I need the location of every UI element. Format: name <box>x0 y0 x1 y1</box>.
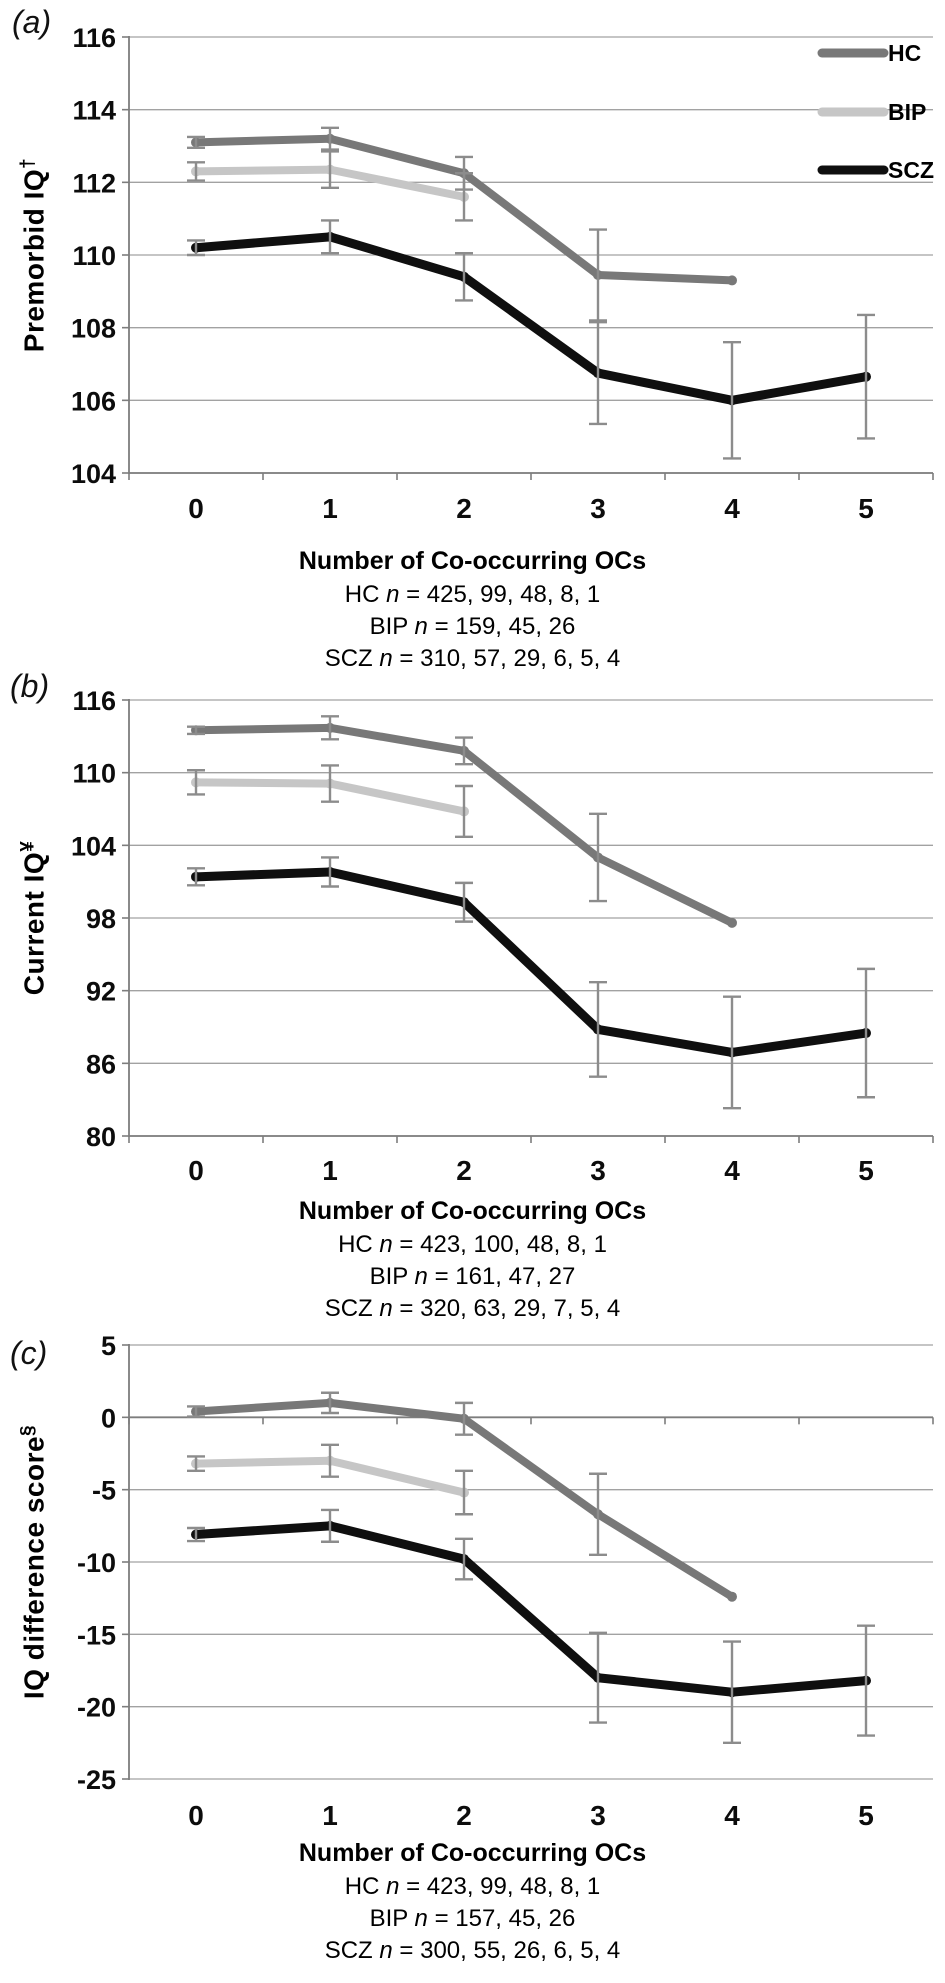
legend-label-hc: HC <box>888 40 921 66</box>
panel-b: 80 86 92 98 104 110 116 0 1 2 3 4 5 (b) Current IQ¥ … <box>0 668 945 1333</box>
y-axis-title-text: Current IQ <box>18 851 50 996</box>
data-point-hc <box>727 1591 737 1602</box>
x-tick-label: 2 <box>456 1800 472 1831</box>
y-tick-label: -25 <box>77 1765 116 1795</box>
x-tick-label: 3 <box>590 1155 606 1186</box>
sample-size-line: BIP n = 157, 45, 26 <box>369 1905 576 1932</box>
y-axis-title-c: IQ difference score§ <box>17 1425 50 1699</box>
y-tick-label: 116 <box>72 23 116 53</box>
x-axis-title-c: Number of Co-occurring OCs <box>298 1839 647 1867</box>
x-tick-label: 5 <box>858 1155 874 1186</box>
dagger-symbol: † <box>17 157 39 169</box>
data-point-hc <box>727 275 737 286</box>
y-tick-label: 108 <box>71 314 116 344</box>
x-tick-label: 5 <box>858 493 874 524</box>
x-tick-label: 0 <box>188 1800 204 1831</box>
x-tick-label: 0 <box>188 493 204 524</box>
section-symbol: § <box>17 1424 39 1436</box>
y-tick-label: 110 <box>72 759 116 789</box>
y-tick-label: 86 <box>86 1049 116 1079</box>
x-tick-label: 4 <box>724 1800 740 1831</box>
panel-chart-1: 80 86 92 98 104 110 116 0 1 2 3 4 5 <box>71 686 934 1186</box>
y-tick-label: 98 <box>86 904 116 934</box>
panel-chart-2: -25 -20 -15 -10 -5 0 5 0 1 2 3 4 5 <box>77 1333 934 1831</box>
y-tick-label: 104 <box>71 459 116 489</box>
sample-size-line: HC n = 425, 99, 48, 8, 1 <box>344 581 601 608</box>
sample-size-line: SCZ n = 300, 55, 26, 6, 5, 4 <box>324 1937 621 1964</box>
caption-a: Number of Co-occurring OCs HC n = 425, 9… <box>0 546 945 675</box>
y-tick-label: 5 <box>101 1333 116 1361</box>
panel-label-a: (a) <box>12 4 52 40</box>
y-tick-label: 106 <box>71 386 116 416</box>
sample-size-line: BIP n = 161, 47, 27 <box>369 1263 576 1290</box>
y-axis-title-text: Premorbid IQ <box>18 168 50 353</box>
x-tick-label: 2 <box>456 1155 472 1186</box>
y-tick-label: -20 <box>77 1693 116 1723</box>
series-line-scz <box>191 867 871 1057</box>
y-tick-label: 110 <box>72 241 116 271</box>
panel-label-b: (b) <box>10 668 50 704</box>
y-tick-label: -5 <box>92 1476 116 1506</box>
panel-label-c: (c) <box>10 1335 48 1371</box>
yen-symbol: ¥ <box>17 840 39 852</box>
y-tick-label: 0 <box>101 1403 116 1433</box>
caption-b: Number of Co-occurring OCs HC n = 423, 1… <box>0 1196 945 1325</box>
x-axis-title-a: Number of Co-occurring OCs <box>298 547 647 575</box>
y-tick-label: -10 <box>77 1548 116 1578</box>
y-tick-label: -15 <box>77 1620 116 1650</box>
x-tick-label: 4 <box>724 1155 740 1186</box>
sample-size-line: BIP n = 159, 45, 26 <box>369 613 576 640</box>
x-tick-label: 3 <box>590 493 606 524</box>
y-axis-title-a: Premorbid IQ† <box>17 158 50 352</box>
y-tick-label: 92 <box>86 977 116 1007</box>
series-line-scz <box>191 1521 871 1697</box>
y-axis-title-text: IQ difference score <box>18 1435 50 1700</box>
y-tick-label: 80 <box>86 1122 116 1152</box>
sample-size-line: SCZ n = 310, 57, 29, 6, 5, 4 <box>324 645 621 672</box>
sample-size-line: HC n = 423, 99, 48, 8, 1 <box>344 1873 601 1900</box>
x-tick-label: 5 <box>858 1800 874 1831</box>
data-point-hc <box>727 917 737 928</box>
y-tick-label: 112 <box>72 168 116 198</box>
y-axis-title-b: Current IQ¥ <box>17 841 50 996</box>
sample-sizes-2: HC n = 423, 99, 48, 8, 1 BIP n = 157, 45,… <box>0 1871 945 1967</box>
x-tick-label: 2 <box>456 493 472 524</box>
x-tick-label: 1 <box>322 1800 338 1831</box>
y-tick-label: 104 <box>71 831 116 861</box>
x-tick-label: 0 <box>188 1155 204 1186</box>
panel-a: 104 106 108 110 112 114 116 0 1 2 3 4 5 HC BIP SCZ (a) … <box>0 0 945 672</box>
sample-sizes-1: HC n = 423, 100, 48, 8, 1 BIP n = 161, 47… <box>0 1229 945 1325</box>
y-tick-label: 116 <box>72 686 116 716</box>
x-axis-title-b: Number of Co-occurring OCs <box>298 1197 647 1225</box>
series-line-scz <box>191 232 871 405</box>
legend-label-bip: BIP <box>888 99 926 125</box>
y-tick-label: 114 <box>72 96 116 126</box>
x-tick-label: 1 <box>322 1155 338 1186</box>
legend-label-scz: SCZ <box>888 157 934 183</box>
x-tick-label: 3 <box>590 1800 606 1831</box>
sample-sizes-0: HC n = 425, 99, 48, 8, 1 BIP n = 159, 45,… <box>0 579 945 675</box>
sample-size-line: SCZ n = 320, 63, 29, 7, 5, 4 <box>324 1295 621 1322</box>
sample-size-line: HC n = 423, 100, 48, 8, 1 <box>338 1231 607 1258</box>
x-tick-label: 4 <box>724 493 740 524</box>
panel-chart-0: 104 106 108 110 112 114 116 0 1 2 3 4 5 HC BIP SCZ <box>71 23 934 524</box>
x-tick-label: 1 <box>322 493 338 524</box>
panel-c: -25 -20 -15 -10 -5 0 5 0 1 2 3 4 5 (c) IQ difference… <box>0 1333 945 1983</box>
caption-c: Number of Co-occurring OCs HC n = 423, 9… <box>0 1838 945 1967</box>
